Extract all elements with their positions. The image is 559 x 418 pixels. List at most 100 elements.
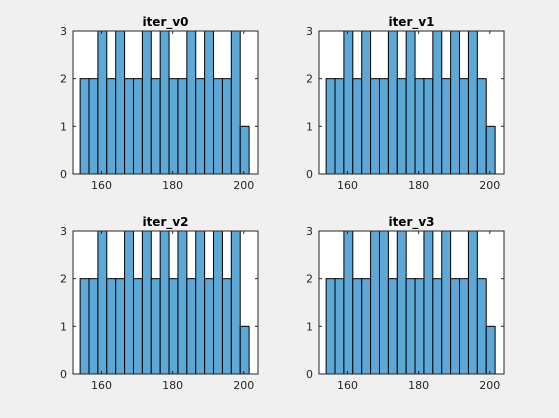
histogram-bar (370, 78, 380, 175)
y-tick-label: 3 (60, 225, 67, 238)
axes-frame (72, 230, 259, 375)
histogram-bar (467, 230, 478, 375)
histogram-bar (124, 78, 134, 175)
histogram-bar (387, 278, 398, 375)
histogram-bar (213, 78, 223, 175)
x-tick-label: 200 (233, 179, 254, 192)
histogram-bar (378, 230, 389, 375)
histogram-bar (124, 230, 134, 375)
histogram-bar (106, 78, 117, 175)
histogram-bar (387, 30, 398, 175)
subplot-title: iter_v1 (388, 15, 434, 30)
histogram-bar (405, 30, 416, 175)
x-tick-label: 180 (162, 379, 183, 392)
histogram-bar (150, 78, 161, 175)
histogram-bar (213, 230, 223, 375)
histogram-bar (476, 78, 487, 175)
histogram-bar (115, 278, 126, 375)
histogram-bar (159, 230, 170, 375)
histogram-bar (239, 325, 250, 375)
histogram-bar (230, 230, 241, 375)
histogram-bar (423, 78, 434, 175)
y-tick-label: 0 (60, 168, 67, 181)
x-tick-label: 160 (91, 379, 112, 392)
subplot-iter_v3: 160 180 200 0 1 2 3 iter_v3 (306, 215, 505, 392)
x-tick-label: 200 (479, 179, 500, 192)
histogram-bar (334, 78, 345, 175)
y-tick-label: 0 (306, 168, 313, 181)
histogram-bar (361, 278, 372, 375)
histogram-bar (485, 125, 496, 175)
y-tick-label: 0 (60, 368, 67, 381)
histogram-bar (396, 78, 407, 175)
histogram-bar (476, 278, 487, 375)
histogram-bar (97, 230, 108, 375)
histogram-bar (325, 278, 336, 375)
subplot-iter_v0: 160 180 200 0 1 2 3 iter_v0 (60, 15, 259, 192)
y-tick-label: 1 (306, 320, 313, 333)
subplot-title: iter_v2 (142, 215, 188, 230)
histogram-bar (450, 30, 461, 175)
x-tick-label: 160 (337, 179, 358, 192)
y-tick-label: 1 (60, 320, 67, 333)
histogram-bar (441, 78, 452, 175)
subplot-title: iter_v0 (142, 15, 188, 30)
histogram-bar (378, 78, 389, 175)
x-tick-label: 160 (337, 379, 358, 392)
x-tick-label: 200 (233, 379, 254, 392)
histogram-bar (361, 30, 372, 175)
histogram-bar (141, 30, 152, 175)
histogram-bar (132, 278, 143, 375)
axes-frame (318, 230, 505, 375)
histogram-bar (239, 125, 250, 175)
histogram-bar (88, 78, 99, 175)
histogram-bar (150, 278, 161, 375)
x-tick-label: 200 (479, 379, 500, 392)
histogram-bar (450, 278, 461, 375)
histogram-bar (325, 78, 336, 175)
histogram-bar (177, 230, 188, 375)
histogram-bar (221, 278, 232, 375)
y-tick-label: 1 (306, 120, 313, 133)
histogram-bar (370, 230, 380, 375)
histogram-bar (414, 78, 425, 175)
y-tick-label: 2 (306, 73, 313, 86)
histogram-bar (432, 30, 443, 175)
histogram-bar (485, 325, 496, 375)
x-tick-label: 180 (162, 179, 183, 192)
histogram-bar (396, 230, 407, 375)
histogram-bar (352, 78, 363, 175)
subplot-iter_v1: 160 180 200 0 1 2 3 iter_v1 (306, 15, 505, 192)
histogram-bar (186, 278, 197, 375)
histogram-bar (159, 30, 170, 175)
y-tick-label: 1 (60, 120, 67, 133)
histogram-bar (343, 230, 354, 375)
x-tick-label: 160 (91, 179, 112, 192)
histogram-bar (168, 278, 179, 375)
subplot-iter_v2: 160 180 200 0 1 2 3 iter_v2 (60, 215, 259, 392)
subplot-title: iter_v3 (388, 215, 434, 230)
histogram-bar (177, 78, 188, 175)
histogram-bar (79, 278, 90, 375)
histogram-bar (186, 30, 197, 175)
histogram-bar (352, 278, 363, 375)
x-tick-label: 180 (408, 179, 429, 192)
histogram-bar (106, 278, 117, 375)
y-tick-label: 3 (306, 25, 313, 38)
axes-frame (318, 30, 505, 175)
histogram-bar (115, 30, 126, 175)
y-tick-label: 3 (306, 225, 313, 238)
histogram-bar (459, 78, 469, 175)
histogram-bar (195, 230, 206, 375)
histogram-bar (195, 78, 206, 175)
histogram-bar (79, 78, 90, 175)
axes-frame (72, 30, 259, 175)
histogram-bar (432, 278, 443, 375)
y-tick-label: 2 (306, 273, 313, 286)
x-tick-label: 180 (408, 379, 429, 392)
histogram-bar (132, 78, 143, 175)
histogram-bar (467, 30, 478, 175)
histogram-bar (334, 278, 345, 375)
histogram-bar (204, 278, 215, 375)
